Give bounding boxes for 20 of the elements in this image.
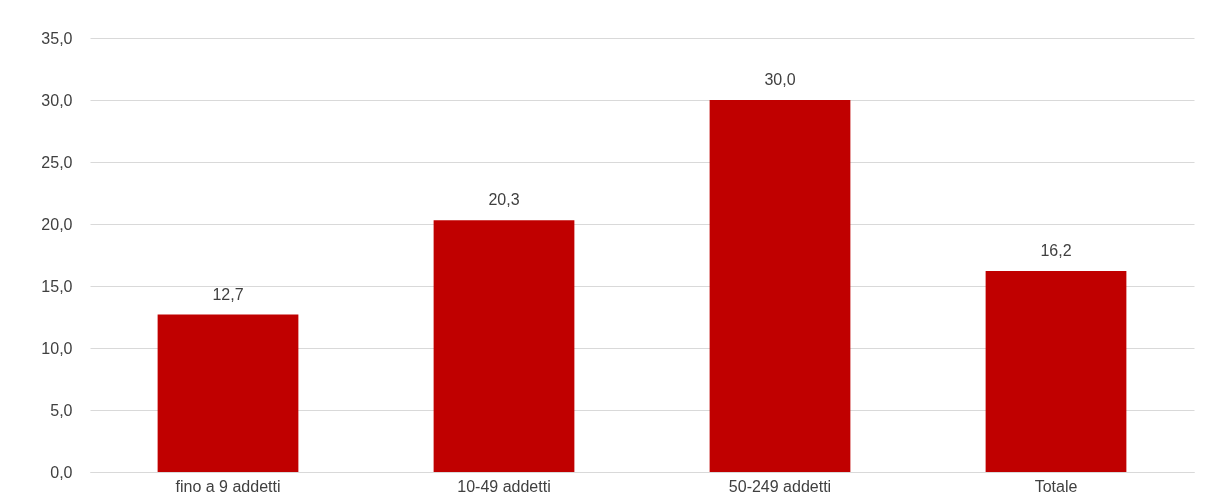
y-tick-label: 35,0: [41, 29, 73, 47]
x-tick-label: 50-249 addetti: [728, 477, 832, 495]
y-tick-label: 15,0: [41, 277, 73, 295]
y-tick-label: 20,0: [41, 215, 73, 233]
bar: [157, 314, 299, 472]
x-tick-label: Totale: [1034, 477, 1078, 495]
bar: [709, 100, 851, 472]
data-label: 30,0: [764, 71, 796, 88]
y-tick-label: 25,0: [41, 153, 73, 171]
bar: [433, 220, 575, 472]
x-tick-label: 10-49 addetti: [457, 477, 551, 495]
data-label: 20,3: [488, 191, 520, 209]
y-tick-label: 30,0: [41, 91, 73, 109]
bar: [985, 271, 1127, 472]
y-tick-label: 10,0: [41, 339, 73, 357]
x-tick-label: fino a 9 addetti: [175, 477, 281, 495]
y-tick-label: 0,0: [50, 463, 73, 481]
data-label: 12,7: [212, 285, 244, 303]
data-label: 16,2: [1040, 242, 1072, 260]
y-tick-label: 5,0: [50, 401, 73, 419]
